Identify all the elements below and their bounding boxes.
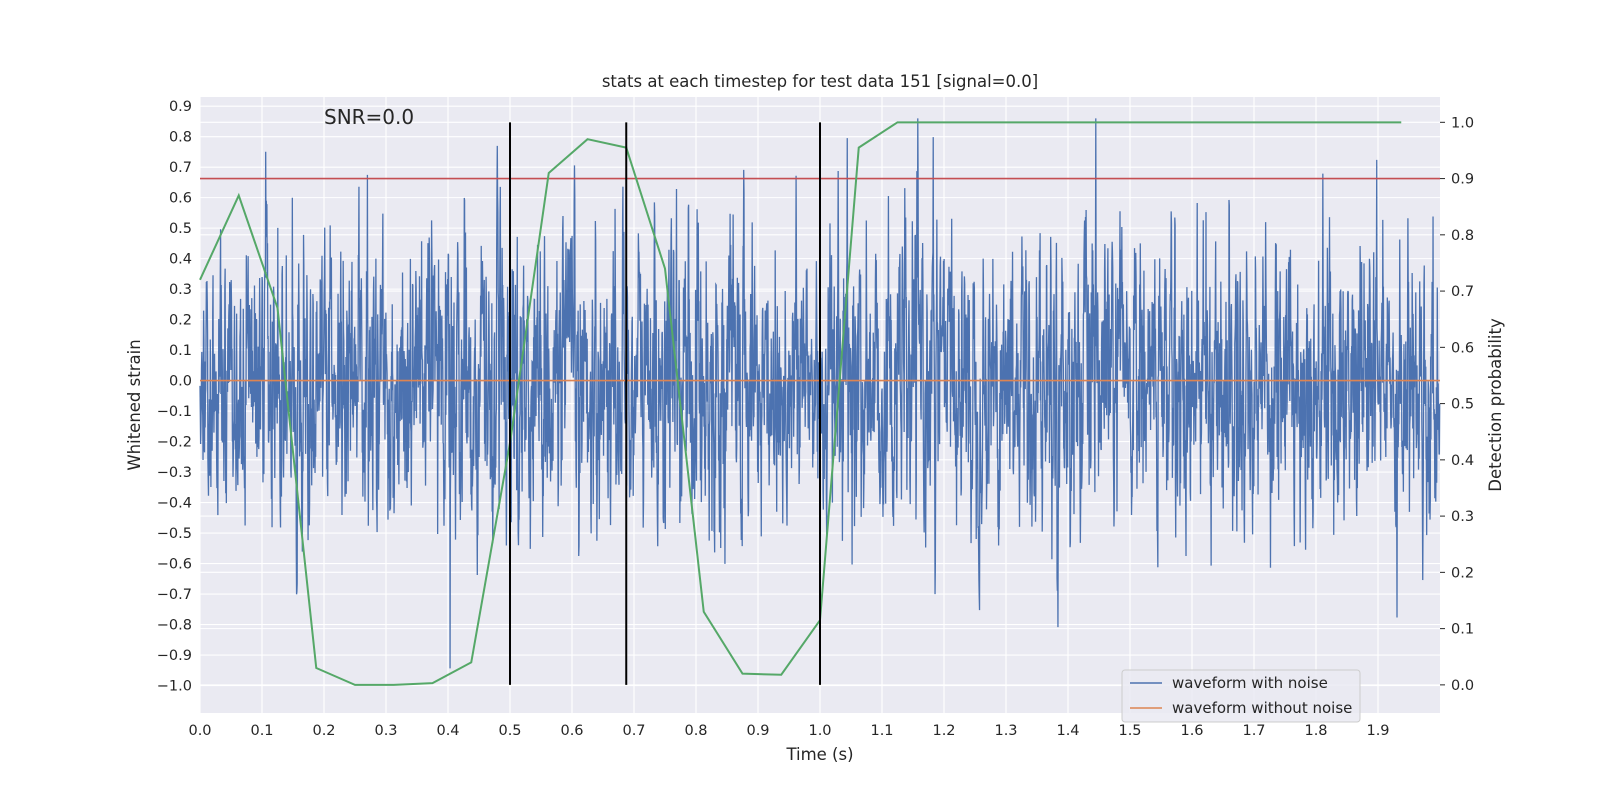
y-tick-label: −1.0	[157, 679, 192, 695]
y-right-tick-label: 0.3	[1451, 509, 1474, 525]
x-ticks: 0.0 0.1 0.2 0.3 0.4 0.5 0.6 0.7 0.8 0.9 1.0 1.1 1.2 1…	[188, 723, 1389, 739]
y-tick-label: −0.8	[157, 618, 192, 634]
legend-box	[1121, 669, 1361, 723]
y-tick-label: 0.2	[169, 313, 192, 329]
x-tick-label: 0.4	[436, 723, 459, 739]
y-tick-label: −0.1	[157, 404, 192, 420]
y-tick-label: 0.5	[169, 221, 192, 237]
y-tick-label: −0.9	[157, 648, 192, 664]
y-right-tick-label: 0.7	[1451, 284, 1474, 300]
y-axis-label-right: Detection probability	[1486, 318, 1505, 492]
x-tick-label: 0.1	[250, 723, 273, 739]
y-right-tick-label: 0.6	[1451, 340, 1474, 356]
x-tick-label: 0.2	[312, 723, 335, 739]
x-tick-label: 1.5	[1118, 723, 1141, 739]
x-tick-label: 0.9	[746, 723, 769, 739]
x-axis-label: Time (s)	[785, 745, 853, 764]
y-tick-label: 0.7	[169, 160, 192, 176]
y-right-tick-label: 0.4	[1451, 453, 1474, 469]
y-right-tick-label: 1.0	[1451, 115, 1474, 131]
y-tick-label: 0.0	[169, 374, 192, 390]
y-tick-label: 0.3	[169, 282, 192, 298]
legend-label-clean: waveform without noise	[1172, 699, 1352, 717]
y-right-tick-label: 0.8	[1451, 228, 1474, 244]
y-ticks-right: 1.0 0.9 0.8 0.7 0.6 0.5 0.4 0.3 0.2 0.1 0.0	[1440, 115, 1474, 694]
y-tick-label: 0.4	[169, 252, 192, 268]
x-tick-label: 0.6	[560, 723, 583, 739]
y-right-tick-label: 0.0	[1451, 678, 1474, 694]
y-right-tick-label: 0.5	[1451, 397, 1474, 413]
x-tick-label: 1.0	[808, 723, 831, 739]
x-tick-label: 1.3	[994, 723, 1017, 739]
y-tick-label: 0.6	[169, 191, 192, 207]
y-axis-label: Whitened strain	[125, 339, 144, 470]
x-tick-label: 1.7	[1242, 723, 1265, 739]
x-tick-label: 0.8	[684, 723, 707, 739]
y-ticks: 0.9 0.8 0.7 0.6 0.5 0.4 0.3 0.2 0.1 0.0 −0.1 −0.2 −0…	[157, 99, 192, 694]
x-tick-label: 0.5	[498, 723, 521, 739]
y-right-tick-label: 0.9	[1451, 172, 1474, 188]
x-tick-label: 1.2	[932, 723, 955, 739]
x-tick-label: 1.6	[1180, 723, 1203, 739]
y-right-tick-label: 0.2	[1451, 565, 1474, 581]
snr-annotation: SNR=0.0	[324, 105, 414, 129]
chart-title: stats at each timestep for test data 151…	[602, 72, 1038, 91]
x-tick-label: 1.9	[1366, 723, 1389, 739]
y-tick-label: 0.8	[169, 130, 192, 146]
x-tick-label: 0.3	[374, 723, 397, 739]
y-tick-label: −0.2	[157, 435, 192, 451]
x-tick-label: 1.4	[1056, 723, 1079, 739]
series-layer	[199, 118, 1441, 686]
y-tick-label: −0.4	[157, 496, 192, 512]
y-tick-label: 0.1	[169, 343, 192, 359]
x-tick-label: 1.8	[1304, 723, 1327, 739]
series-detection-probability	[199, 121, 1402, 686]
legend-label-noisy: waveform with noise	[1172, 674, 1328, 692]
x-tick-label: 0.7	[622, 723, 645, 739]
x-tick-label: 0.0	[188, 723, 211, 739]
legend: waveform with noise waveform without noi…	[1121, 669, 1361, 723]
y-tick-label: −0.7	[157, 587, 192, 603]
y-tick-label: 0.9	[169, 99, 192, 115]
x-tick-label: 1.1	[870, 723, 893, 739]
y-tick-label: −0.6	[157, 557, 192, 573]
y-right-tick-label: 0.1	[1451, 622, 1474, 638]
y-tick-label: −0.5	[157, 526, 192, 542]
y-tick-label: −0.3	[157, 465, 192, 481]
